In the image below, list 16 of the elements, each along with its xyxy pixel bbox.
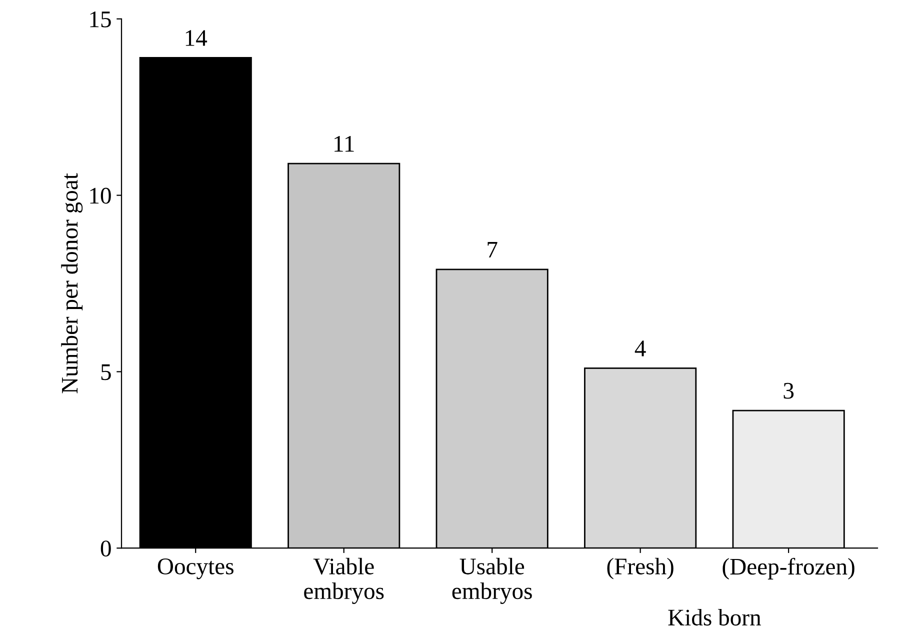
x-tick-label: Usable embryos [452,558,532,604]
annotation: 3 [784,382,794,399]
annotation: 4 [634,340,646,356]
text: Kids born [668,608,761,626]
x-tick-label: Viable embryos [304,558,384,604]
annotation: 7 [488,242,498,258]
y-tick-label: 5 [101,364,111,380]
y-tick-label: 0 [100,540,111,557]
y-axis-title: Number per donor goat [61,173,83,394]
annotation: 11 [334,136,354,152]
annotation: 14 [186,30,208,46]
x-tick-label: (Deep-frozen) [722,558,854,580]
y-tick-label: 10 [90,188,111,204]
y-tick-label: 15 [90,12,111,28]
x-tick-label: Oocytes [158,558,234,580]
x-tick-label: (Fresh) [607,558,674,580]
